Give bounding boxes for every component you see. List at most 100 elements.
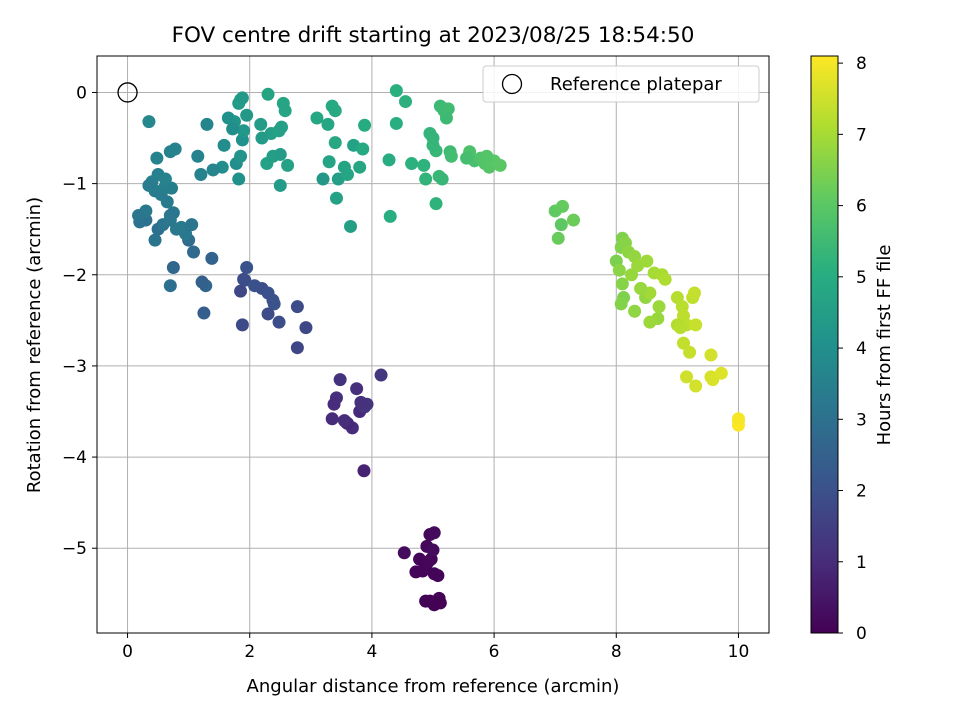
data-point [142,178,156,192]
data-point [652,300,666,314]
data-point [435,172,449,186]
reference-platepar-marker [117,82,138,103]
legend-marker-open-circle [501,73,523,95]
x-tick-label: 10 [728,642,750,662]
data-point [344,219,358,233]
y-tick-label: −5 [62,539,87,559]
data-point [325,412,339,426]
data-point [197,306,211,320]
data-point [625,268,639,282]
data-point [185,218,199,232]
data-point [399,95,413,109]
data-point [673,321,687,335]
data-point [643,315,657,329]
colorbar-tick-label: 3 [856,410,867,430]
data-point [281,158,295,172]
data-point [206,163,220,177]
data-point [290,300,304,314]
y-tick-label: −3 [62,357,87,377]
colorbar-tick-label: 1 [856,553,867,573]
data-point [429,197,443,211]
data-point [165,181,179,195]
data-point [290,341,304,355]
colorbar-tick-label: 8 [856,54,867,74]
data-point [316,172,330,186]
colorbar-tick-label: 6 [856,197,867,217]
data-point [628,304,642,318]
colorbar-tick-label: 4 [856,339,867,359]
data-point [354,395,368,409]
legend-box [482,65,760,103]
data-point [409,565,423,579]
data-point [493,158,507,172]
data-point [554,218,568,232]
data-point [417,158,431,172]
data-point [460,151,474,165]
data-point [405,157,419,171]
colorbar-tick-label: 5 [856,268,867,288]
data-point [254,117,268,131]
data-point [431,569,445,583]
data-point [328,136,342,150]
data-point [687,286,701,300]
y-tick-label: −1 [62,175,87,195]
data-point [337,414,351,428]
plot-frame [96,55,770,634]
data-points [132,84,745,612]
data-point [353,160,367,174]
data-point [551,231,565,245]
data-point [614,297,628,311]
data-point [205,251,219,265]
legend-label: Reference platepar [550,74,722,95]
data-point [327,397,341,411]
data-point [419,594,433,608]
data-point [187,245,201,259]
data-point [191,149,205,163]
data-point [273,178,287,192]
data-point [221,111,235,125]
data-point [194,167,208,181]
x-tick-label: 8 [611,642,622,662]
colorbar-gradient [810,55,839,634]
data-point [480,149,494,163]
data-point [234,284,248,298]
data-point [689,379,703,393]
data-point [374,368,388,382]
data-point [419,172,433,186]
data-point [357,464,371,478]
data-point [322,155,336,169]
data-point [163,279,177,293]
data-point [329,191,343,205]
y-tick-label: 0 [76,83,87,103]
colorbar-label: Hours from first FF file [874,245,895,446]
data-point [226,122,240,136]
data-point [267,297,281,311]
y-tick-label: −4 [62,448,87,468]
data-point [274,120,288,134]
data-point [340,167,354,181]
colorbar-tick-label: 0 [856,624,867,644]
data-point [238,273,252,287]
data-point [200,117,214,131]
data-point [150,151,164,165]
x-tick-label: 6 [489,642,500,662]
data-point [333,373,347,387]
x-axis-ticks: 0 2 4 6 8 10 [122,633,749,662]
data-point [240,260,254,274]
data-point [658,272,672,286]
data-point [132,209,146,223]
colorbar: 0 1 2 3 4 5 6 7 8 Hours from first FF file [810,54,895,644]
data-point [273,147,287,161]
data-point [261,87,275,101]
data-point [350,382,364,396]
data-point [240,108,254,122]
data-point [278,104,292,118]
data-point [612,263,626,277]
data-point [248,279,262,293]
colorbar-tick-label: 7 [856,125,867,145]
data-point [439,111,453,125]
data-point [356,142,370,156]
x-tick-label: 0 [122,642,133,662]
data-point [389,116,403,130]
data-point [163,213,177,227]
